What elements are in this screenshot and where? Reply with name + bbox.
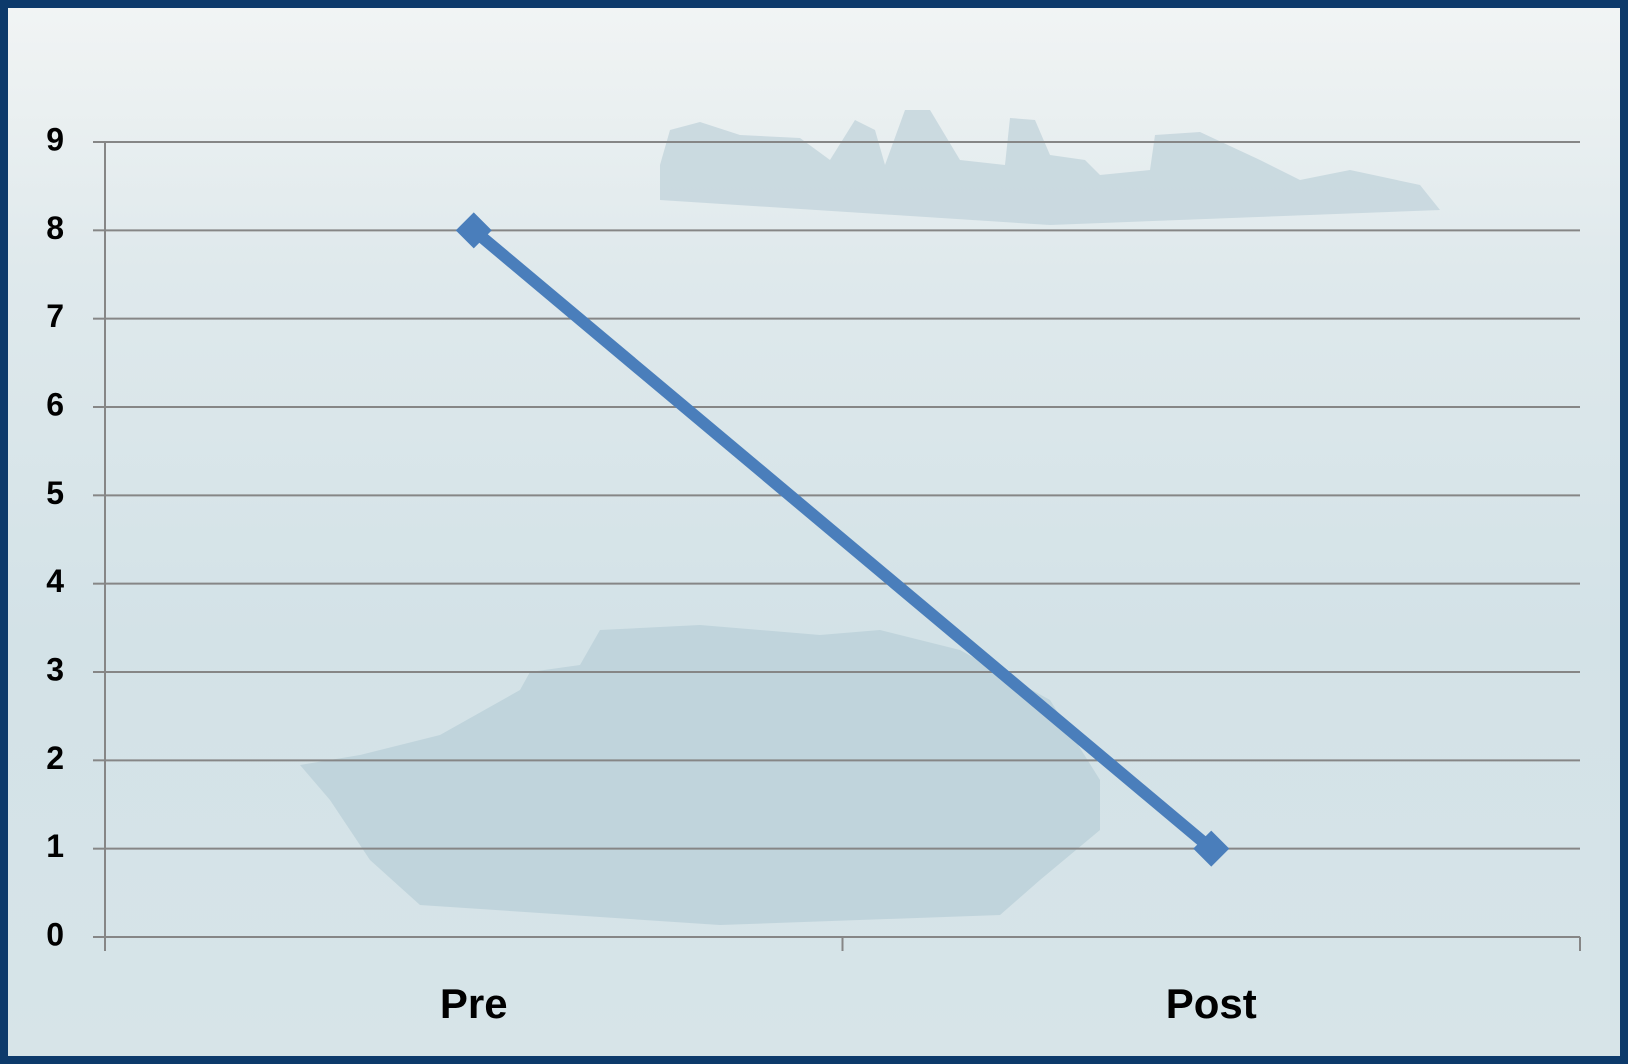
y-tick-label: 2 (46, 740, 64, 776)
y-tick-label: 3 (46, 651, 64, 687)
x-tick-label: Pre (440, 980, 508, 1027)
y-tick-label: 5 (46, 475, 64, 511)
data-line (469, 225, 1216, 854)
y-tick-label: 7 (46, 298, 64, 334)
x-tick-label: Post (1166, 980, 1257, 1027)
background-rock (300, 625, 1100, 925)
y-tick-label: 0 (46, 916, 64, 952)
y-tick-label: 1 (46, 828, 64, 864)
data-marker (1193, 830, 1230, 867)
background-rocks (660, 110, 1440, 225)
y-tick-label: 4 (46, 563, 64, 599)
y-tick-label: 6 (46, 386, 64, 422)
y-tick-label: 9 (46, 121, 64, 157)
y-tick-label: 8 (46, 210, 64, 246)
data-marker (455, 212, 492, 249)
